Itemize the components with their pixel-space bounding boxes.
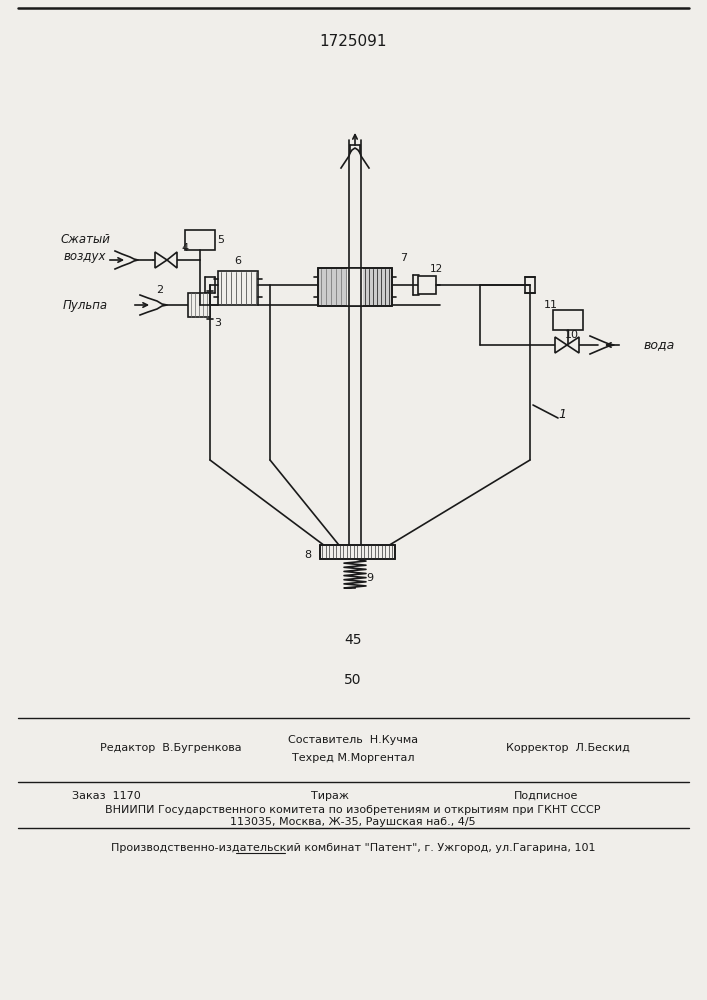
Bar bbox=[318, 268, 392, 306]
Text: 113035, Москва, Ж-35, Раушская наб., 4/5: 113035, Москва, Ж-35, Раушская наб., 4/5 bbox=[230, 817, 476, 827]
Bar bbox=[553, 310, 583, 330]
Text: 8: 8 bbox=[305, 550, 312, 560]
Text: Пульпа: Пульпа bbox=[62, 298, 107, 312]
Bar bbox=[347, 268, 363, 306]
Text: вода: вода bbox=[644, 338, 675, 352]
Text: Производственно-издательский комбинат "Патент", г. Ужгород, ул.Гагарина, 101: Производственно-издательский комбинат "П… bbox=[111, 843, 595, 853]
Text: 6: 6 bbox=[235, 256, 242, 266]
Bar bbox=[320, 545, 395, 559]
Text: 2: 2 bbox=[156, 285, 163, 295]
Bar bbox=[188, 293, 210, 317]
Text: 12: 12 bbox=[429, 264, 443, 274]
Bar bbox=[318, 268, 392, 306]
Text: 9: 9 bbox=[366, 573, 373, 583]
Text: 50: 50 bbox=[344, 673, 362, 687]
Text: Заказ  1170: Заказ 1170 bbox=[72, 791, 141, 801]
Bar bbox=[185, 230, 215, 250]
Bar bbox=[418, 276, 436, 294]
Text: 1: 1 bbox=[558, 408, 566, 422]
Text: Составитель  Н.Кучма: Составитель Н.Кучма bbox=[288, 735, 418, 745]
Text: 10: 10 bbox=[565, 330, 579, 340]
Text: 45: 45 bbox=[344, 633, 362, 647]
Text: Подписное: Подписное bbox=[514, 791, 578, 801]
Text: Сжатый
воздух: Сжатый воздух bbox=[60, 233, 110, 263]
Polygon shape bbox=[555, 337, 567, 353]
Text: 5: 5 bbox=[218, 235, 225, 245]
Polygon shape bbox=[567, 337, 579, 353]
Text: 4: 4 bbox=[182, 243, 189, 253]
Bar bbox=[320, 545, 395, 559]
Polygon shape bbox=[167, 252, 177, 268]
Bar bbox=[218, 271, 258, 305]
Text: Тираж: Тираж bbox=[311, 791, 349, 801]
Text: Редактор  В.Бугренкова: Редактор В.Бугренкова bbox=[100, 743, 242, 753]
Text: 3: 3 bbox=[214, 318, 221, 328]
Text: 11: 11 bbox=[544, 300, 558, 310]
Polygon shape bbox=[155, 252, 167, 268]
Text: ВНИИПИ Государственного комитета по изобретениям и открытиям при ГКНТ СССР: ВНИИПИ Государственного комитета по изоб… bbox=[105, 805, 601, 815]
Text: Техред М.Моргентал: Техред М.Моргентал bbox=[292, 753, 414, 763]
Text: 7: 7 bbox=[400, 253, 407, 263]
Text: 1725091: 1725091 bbox=[320, 34, 387, 49]
Text: Корректор  Л.Бескид: Корректор Л.Бескид bbox=[506, 743, 630, 753]
